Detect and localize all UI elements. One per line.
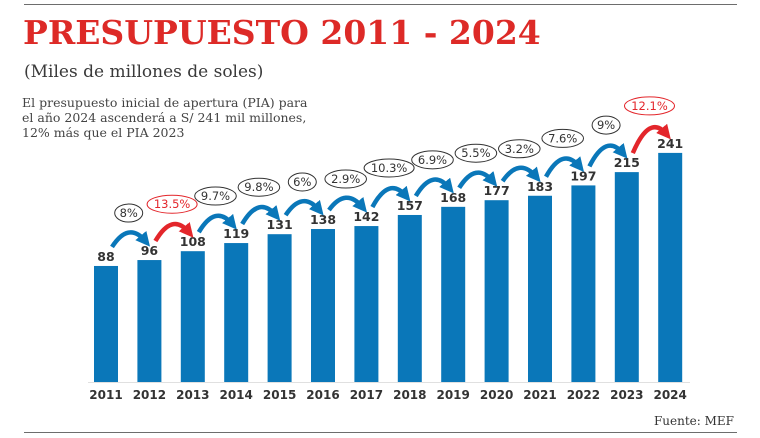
chart-subtitle: (Miles de millones de soles) — [24, 62, 264, 82]
year-label-2017: 2017 — [350, 388, 383, 402]
growth-arrow-2012 — [110, 230, 151, 249]
bar-2021 — [528, 195, 552, 382]
growth-label-2017: 2.9% — [331, 172, 360, 186]
growth-arrow-2017 — [327, 195, 368, 213]
growth-arrow-2015 — [240, 204, 281, 226]
value-label-2018: 157 — [397, 198, 423, 213]
year-label-2014: 2014 — [219, 388, 252, 402]
value-label-2019: 168 — [440, 190, 466, 205]
growth-badge-2016 — [287, 172, 317, 192]
value-label-2013: 108 — [180, 234, 206, 249]
bar-2017 — [354, 226, 379, 382]
bar-2020 — [484, 200, 509, 382]
bar-2019 — [441, 206, 466, 382]
bar-2023 — [614, 172, 639, 382]
growth-arrow-2014 — [196, 213, 237, 234]
growth-label-2023: 9% — [597, 118, 615, 132]
bottom-rule — [24, 432, 737, 433]
year-label-2023: 2023 — [610, 388, 643, 402]
bar-2014 — [224, 243, 249, 382]
growth-label-2014: 9.7% — [201, 189, 230, 203]
year-label-2016: 2016 — [306, 388, 339, 402]
growth-badge-2021 — [498, 139, 541, 159]
value-label-2012: 96 — [141, 243, 159, 258]
growth-arrow-2020 — [457, 170, 498, 190]
growth-badge-2015 — [237, 177, 281, 197]
value-label-2023: 215 — [614, 155, 640, 170]
value-label-2021: 183 — [527, 179, 553, 194]
value-label-2022: 197 — [570, 168, 596, 183]
growth-arrow-2018 — [370, 185, 411, 209]
bar-2013 — [180, 251, 205, 382]
growth-badge-2013 — [146, 194, 198, 214]
chart-title: PRESUPUESTO 2011 - 2024 — [23, 13, 541, 52]
growth-label-2016: 6% — [293, 175, 311, 189]
growth-badge-2012 — [114, 203, 144, 223]
year-label-2012: 2012 — [133, 388, 166, 402]
top-rule — [24, 4, 737, 5]
value-label-2011: 88 — [97, 249, 114, 264]
bar-2016 — [311, 229, 335, 382]
year-label-2018: 2018 — [393, 388, 426, 402]
year-label-2011: 2011 — [89, 388, 122, 402]
value-label-2024: 241 — [657, 136, 683, 151]
bar-2024 — [658, 152, 683, 382]
bar-2015 — [267, 234, 292, 382]
growth-arrow-2016 — [283, 199, 324, 217]
growth-badge-2023 — [591, 115, 621, 135]
value-label-2017: 142 — [353, 209, 379, 224]
growth-label-2018: 10.3% — [371, 161, 408, 175]
growth-badge-2017 — [324, 169, 368, 189]
bar-2011 — [94, 265, 118, 382]
growth-arrow-2013 — [153, 221, 194, 243]
growth-label-2022: 7.6% — [548, 131, 577, 145]
growth-badge-2019 — [411, 150, 454, 170]
growth-badge-2024 — [624, 96, 675, 116]
growth-label-2013: 13.5% — [154, 197, 191, 211]
growth-label-2019: 6.9% — [418, 153, 447, 167]
bar-2018 — [397, 214, 422, 382]
growth-arrow-2022 — [544, 156, 585, 178]
value-label-2020: 177 — [484, 183, 510, 198]
growth-label-2024: 12.1% — [631, 99, 668, 113]
growth-badge-2018 — [363, 158, 415, 178]
year-label-2021: 2021 — [523, 388, 556, 402]
year-label-2015: 2015 — [263, 388, 296, 402]
growth-label-2021: 3.2% — [505, 142, 534, 156]
source-note: Fuente: MEF — [653, 414, 734, 428]
growth-label-2020: 5.5% — [461, 146, 490, 160]
value-label-2014: 119 — [223, 226, 249, 241]
bar-2022 — [571, 185, 596, 382]
growth-arrow-2019 — [413, 177, 454, 198]
growth-badge-2020 — [454, 143, 498, 163]
value-label-2016: 138 — [310, 212, 336, 227]
growth-arrow-2024 — [630, 123, 671, 154]
growth-arrow-2021 — [500, 165, 541, 183]
value-label-2015: 131 — [267, 217, 293, 232]
year-label-2024: 2024 — [653, 388, 686, 402]
year-label-2022: 2022 — [567, 388, 600, 402]
bar-2012 — [137, 260, 162, 382]
growth-label-2012: 8% — [120, 206, 138, 220]
growth-label-2015: 9.8% — [244, 180, 273, 194]
year-label-2013: 2013 — [176, 388, 209, 402]
growth-badge-2014 — [194, 186, 237, 206]
growth-badge-2022 — [541, 128, 585, 148]
chart-description: El presupuesto inicial de apertura (PIA)… — [22, 95, 308, 140]
year-label-2019: 2019 — [436, 388, 469, 402]
growth-arrow-2023 — [587, 142, 628, 168]
year-label-2020: 2020 — [480, 388, 513, 402]
